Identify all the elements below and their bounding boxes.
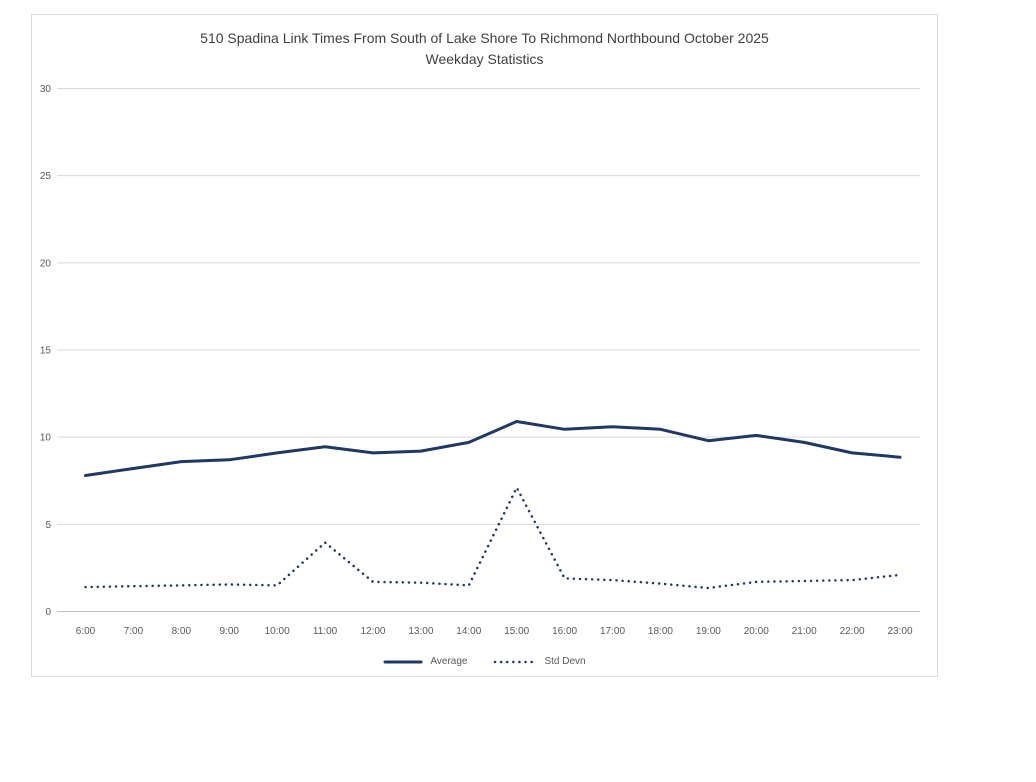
legend-item-average: Average: [383, 656, 467, 667]
x-axis-tick-label: 11:00: [313, 626, 338, 637]
x-axis-tick-label: 17:00: [600, 626, 625, 637]
x-axis-tick-label: 9:00: [220, 626, 240, 637]
x-axis-tick-label: 15:00: [504, 626, 529, 637]
chart-title-line2: Weekday Statistics: [425, 51, 544, 67]
chart-title: 510 Spadina Link Times From South of Lak…: [32, 28, 937, 70]
legend: Average Std Devn: [32, 656, 937, 667]
x-axis-tick-label: 10:00: [265, 626, 290, 637]
legend-label: Average: [430, 656, 468, 667]
chart-title-line1: 510 Spadina Link Times From South of Lak…: [200, 30, 769, 46]
x-axis-tick-label: 16:00: [552, 626, 577, 637]
x-axis-tick-label: 22:00: [840, 626, 865, 637]
x-axis-tick-label: 14:00: [456, 626, 481, 637]
x-axis-tick-label: 7:00: [124, 626, 144, 637]
plot-area: 0 5 10 15 20 25 30 6:00 7:00 8:00 9:00 10:00 11:00 12…: [40, 84, 920, 637]
y-axis-tick-label: 20: [40, 258, 52, 269]
y-axis-tick-label: 5: [45, 520, 51, 531]
std-devn-series-line: [84, 486, 902, 590]
x-axis-tick-label: 12:00: [360, 626, 385, 637]
y-axis-tick-label: 15: [40, 346, 52, 357]
x-axis-tick-label: 6:00: [76, 626, 96, 637]
y-axis-tick-label: 0: [45, 607, 51, 618]
x-axis-tick-label: 23:00: [887, 626, 912, 637]
x-axis-tick-label: 18:00: [648, 626, 673, 637]
std-devn-line-swatch: [494, 660, 537, 663]
x-axis-tick-label: 13:00: [408, 626, 433, 637]
y-axis-tick-label: 25: [40, 171, 52, 182]
chart-container: 510 Spadina Link Times From South of Lak…: [31, 14, 938, 677]
legend-label: Std Devn: [544, 656, 586, 667]
x-axis-tick-label: 8:00: [172, 626, 192, 637]
average-series-line: [84, 420, 902, 477]
y-axis-tick-label: 10: [40, 433, 52, 444]
x-axis-tick-label: 19:00: [696, 626, 721, 637]
x-axis-tick-label: 21:00: [792, 626, 817, 637]
y-axis-tick-label: 30: [40, 84, 52, 95]
average-line-swatch: [383, 660, 423, 663]
x-axis-tick-label: 20:00: [744, 626, 769, 637]
legend-item-std-devn: Std Devn: [493, 656, 586, 667]
